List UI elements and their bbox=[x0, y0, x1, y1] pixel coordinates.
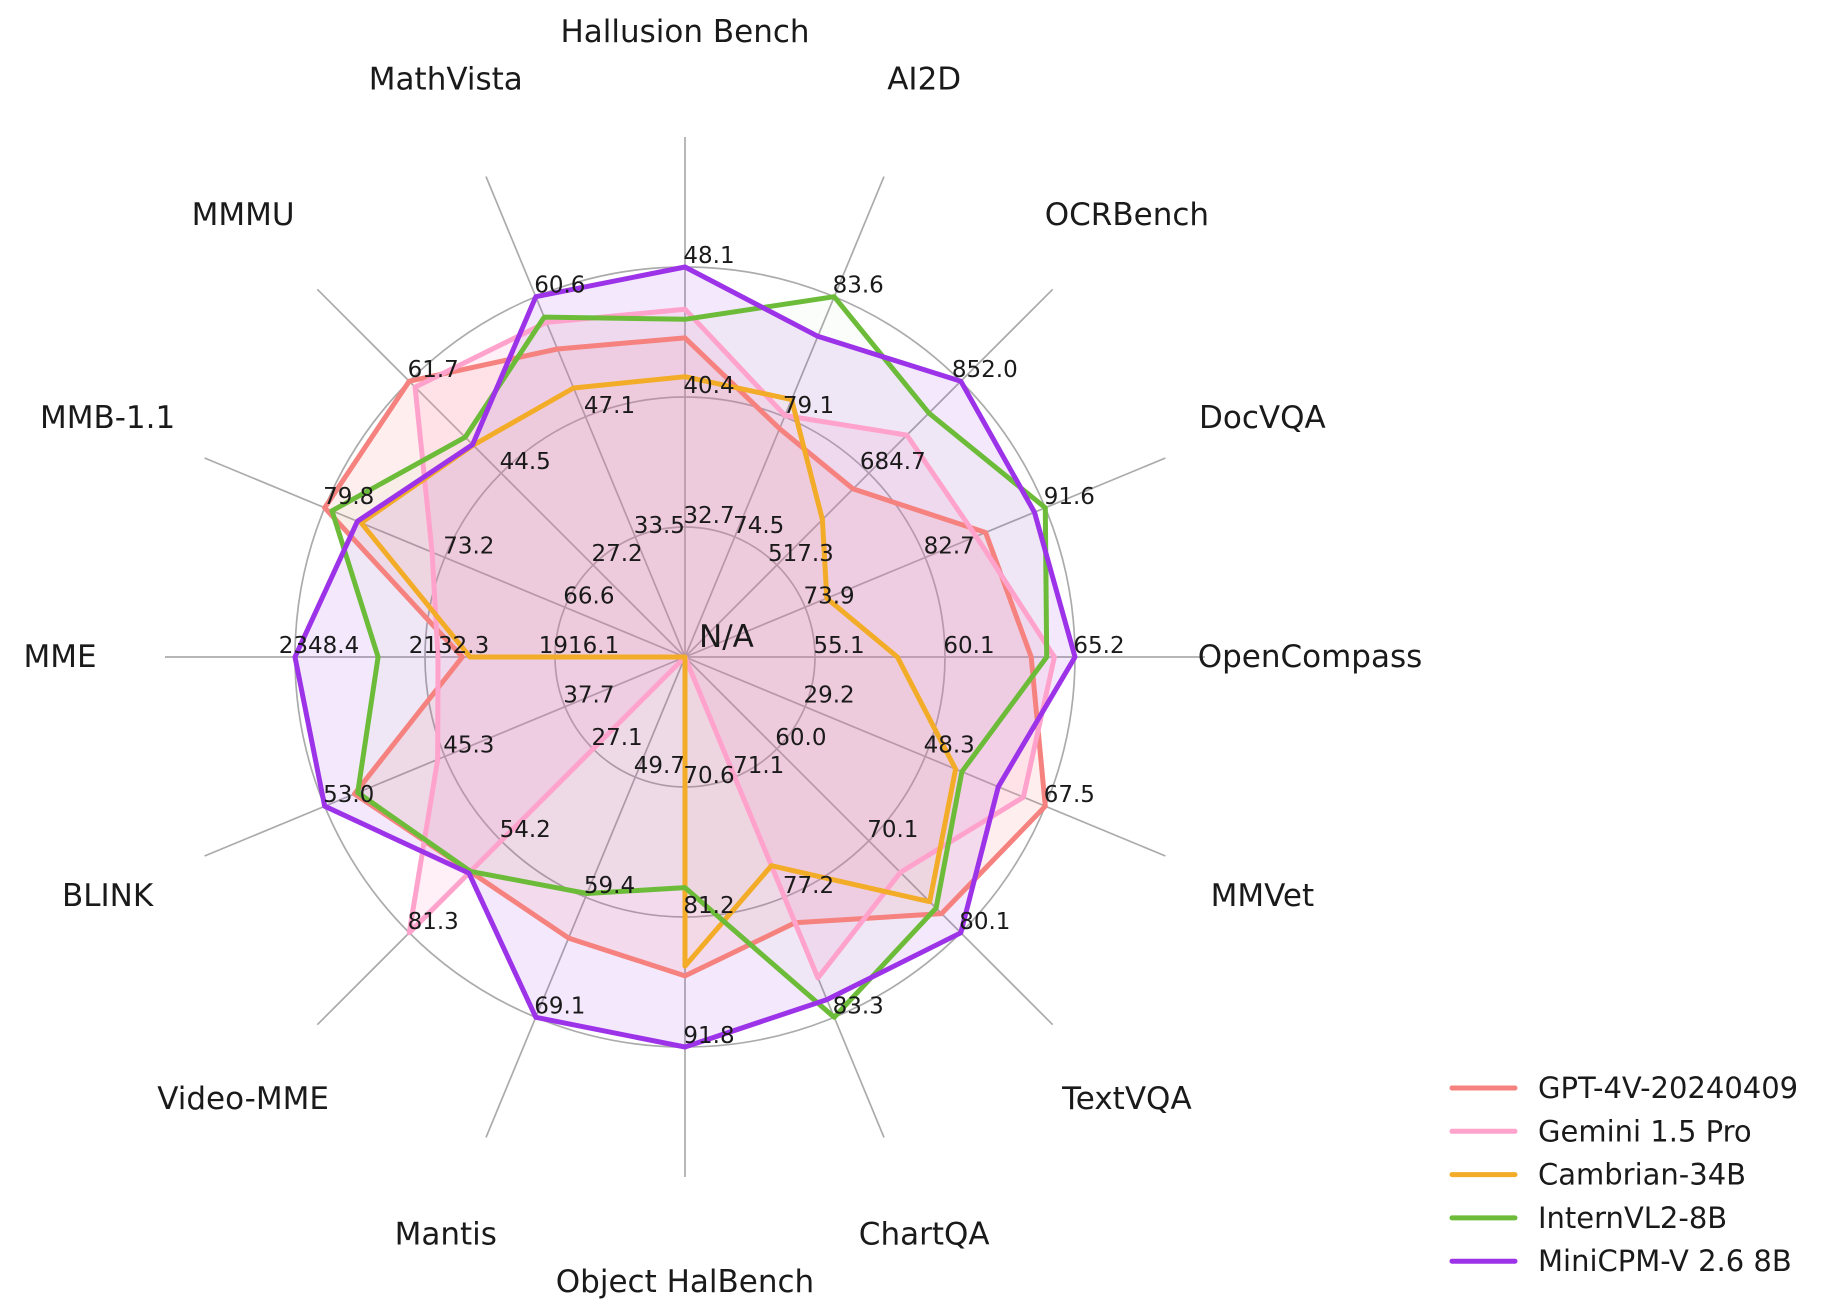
axis-title-docvqa: DocVQA bbox=[1199, 400, 1326, 436]
tick-label-mme-2: 2132.3 bbox=[409, 633, 489, 659]
tick-label-ai2d-1: 74.5 bbox=[733, 513, 784, 539]
tick-label-docvqa-3: 91.6 bbox=[1044, 484, 1095, 510]
axis-title-ocrbench: OCRBench bbox=[1045, 197, 1209, 233]
tick-label-mmvet-2: 48.3 bbox=[924, 733, 975, 759]
axis-title-mmvet: MMVet bbox=[1211, 878, 1315, 914]
tick-label-mantis-2: 59.4 bbox=[584, 873, 635, 899]
tick-label-mmvet-3: 67.5 bbox=[1044, 782, 1095, 808]
tick-label-textvqa-1: 60.0 bbox=[775, 725, 826, 751]
center-na-label: N/A bbox=[699, 619, 754, 655]
tick-label-opencompass-3: 65.2 bbox=[1073, 633, 1124, 659]
legend: GPT-4V-20240409 Gemini 1.5 Pro Cambrian-34… bbox=[1449, 1071, 1798, 1278]
tick-label-ocrbench-1: 517.3 bbox=[768, 541, 834, 567]
tick-label-mathvista-3: 60.6 bbox=[534, 273, 585, 299]
legend-item-gpt-4v-20240409: GPT-4V-20240409 bbox=[1449, 1071, 1798, 1105]
axis-title-mmb-1-1: MMB-1.1 bbox=[40, 400, 175, 436]
tick-label-mmmu-1: 27.2 bbox=[591, 541, 642, 567]
tick-label-chartqa-1: 71.1 bbox=[733, 753, 784, 779]
axis-title-object-halbench: Object HalBench bbox=[556, 1264, 814, 1300]
tick-label-mantis-1: 49.7 bbox=[634, 753, 685, 779]
tick-label-mmmu-3: 61.7 bbox=[408, 357, 459, 383]
tick-label-mathvista-2: 47.1 bbox=[584, 393, 635, 419]
axis-title-opencompass: OpenCompass bbox=[1198, 639, 1423, 675]
tick-label-opencompass-2: 60.1 bbox=[943, 633, 994, 659]
axis-title-ai2d: AI2D bbox=[887, 62, 961, 98]
axis-spoke-blink bbox=[204, 656, 686, 857]
axis-spoke-mmvet bbox=[684, 656, 1166, 857]
axis-title-video-mme: Video-MME bbox=[157, 1081, 329, 1117]
tick-label-chartqa-3: 83.3 bbox=[833, 993, 884, 1019]
legend-label-gpt-4v-20240409: GPT-4V-20240409 bbox=[1538, 1071, 1798, 1105]
tick-label-blink-1: 37.7 bbox=[563, 683, 614, 709]
tick-label-chartqa-2: 77.2 bbox=[783, 873, 834, 899]
tick-label-mmb-1-1-1: 66.6 bbox=[563, 583, 614, 609]
legend-label-internvl2-8b: InternVL2-8B bbox=[1538, 1201, 1727, 1235]
tick-label-textvqa-3: 80.1 bbox=[959, 909, 1010, 935]
legend-label-cambrian-34b: Cambrian-34B bbox=[1538, 1158, 1746, 1192]
axis-title-chartqa: ChartQA bbox=[859, 1216, 990, 1252]
series-line-minicpm-v-2-6-8b bbox=[292, 264, 1078, 1050]
axis-title-textvqa: TextVQA bbox=[1061, 1081, 1192, 1117]
legend-label-minicpm-v-2-6-8b: MiniCPM-V 2.6 8B bbox=[1538, 1244, 1792, 1278]
legend-item-cambrian-34b: Cambrian-34B bbox=[1449, 1158, 1746, 1192]
tick-label-opencompass-1: 55.1 bbox=[813, 633, 864, 659]
axis-titles: Hallusion Bench AI2D OCRBench DocVQA OpenCom… bbox=[23, 14, 1422, 1300]
legend-item-minicpm-v-2-6-8b: MiniCPM-V 2.6 8B bbox=[1449, 1244, 1792, 1278]
axis-title-blink: BLINK bbox=[62, 878, 154, 914]
tick-label-docvqa-1: 73.9 bbox=[803, 583, 854, 609]
tick-label-mme-1: 1916.1 bbox=[539, 633, 619, 659]
series-fill-gemini-1-5-pro bbox=[409, 309, 1055, 978]
legend-item-internvl2-8b: InternVL2-8B bbox=[1449, 1201, 1727, 1235]
tick-label-hallusion-bench-3: 48.1 bbox=[683, 243, 734, 269]
tick-label-ocrbench-2: 684.7 bbox=[860, 449, 926, 475]
tick-label-object-halbench-2: 81.2 bbox=[683, 893, 734, 919]
tick-label-mmmu-2: 44.5 bbox=[500, 449, 551, 475]
axis-spoke-mmb-1-1 bbox=[204, 457, 686, 658]
series-line-gpt-4v-20240409 bbox=[322, 335, 1048, 979]
legend-label-gemini-1-5-pro: Gemini 1.5 Pro bbox=[1538, 1114, 1752, 1148]
axis-spoke-ocrbench bbox=[684, 288, 1054, 658]
tick-label-ai2d-3: 83.6 bbox=[833, 273, 884, 299]
series-line-gemini-1-5-pro bbox=[406, 306, 1057, 981]
series-line-internvl2-8b bbox=[329, 294, 1050, 1020]
tick-label-mmb-1-1-2: 73.2 bbox=[443, 534, 494, 560]
tick-label-ocrbench-3: 852.0 bbox=[952, 357, 1018, 383]
axis-spoke-mmmu bbox=[316, 288, 686, 658]
tick-label-hallusion-bench-1: 32.7 bbox=[683, 503, 734, 529]
tick-label-mantis-3: 69.1 bbox=[534, 993, 585, 1019]
axis-spoke-mantis bbox=[485, 656, 686, 1138]
tick-label-ai2d-2: 79.1 bbox=[783, 393, 834, 419]
tick-label-object-halbench-1: 70.6 bbox=[683, 763, 734, 789]
axis-spoke-textvqa bbox=[684, 656, 1054, 1026]
axis-title-mantis: Mantis bbox=[395, 1216, 497, 1252]
tick-labels: 32.7 40.4 48.1 74.5 79.1 83.6 517.3 684.7 852.0 7… bbox=[279, 243, 1125, 1049]
tick-label-object-halbench-3: 91.8 bbox=[683, 1023, 734, 1049]
tick-label-docvqa-2: 82.7 bbox=[924, 534, 975, 560]
tick-label-hallusion-bench-2: 40.4 bbox=[683, 373, 734, 399]
tick-label-blink-2: 45.3 bbox=[443, 733, 494, 759]
axis-title-mme: MME bbox=[23, 639, 96, 675]
tick-label-video-mme-3: 81.3 bbox=[408, 909, 459, 935]
tick-label-mathvista-1: 33.5 bbox=[634, 513, 685, 539]
tick-label-blink-3: 53.0 bbox=[323, 782, 374, 808]
tick-label-video-mme-1: 27.1 bbox=[591, 725, 642, 751]
axis-spoke-mathvista bbox=[485, 176, 686, 658]
tick-label-textvqa-2: 70.1 bbox=[867, 817, 918, 843]
axis-title-mathvista: MathVista bbox=[369, 62, 523, 98]
tick-label-mmb-1-1-3: 79.8 bbox=[323, 484, 374, 510]
tick-label-video-mme-2: 54.2 bbox=[500, 817, 551, 843]
axis-title-mmmu: MMMU bbox=[192, 197, 295, 233]
tick-label-mmvet-1: 29.2 bbox=[803, 683, 854, 709]
legend-item-gemini-1-5-pro: Gemini 1.5 Pro bbox=[1449, 1114, 1752, 1148]
axis-spoke-docvqa bbox=[684, 457, 1166, 658]
axis-title-hallusion-bench: Hallusion Bench bbox=[560, 14, 809, 50]
tick-label-mme-3: 2348.4 bbox=[279, 633, 359, 659]
series-lines bbox=[292, 264, 1078, 1050]
